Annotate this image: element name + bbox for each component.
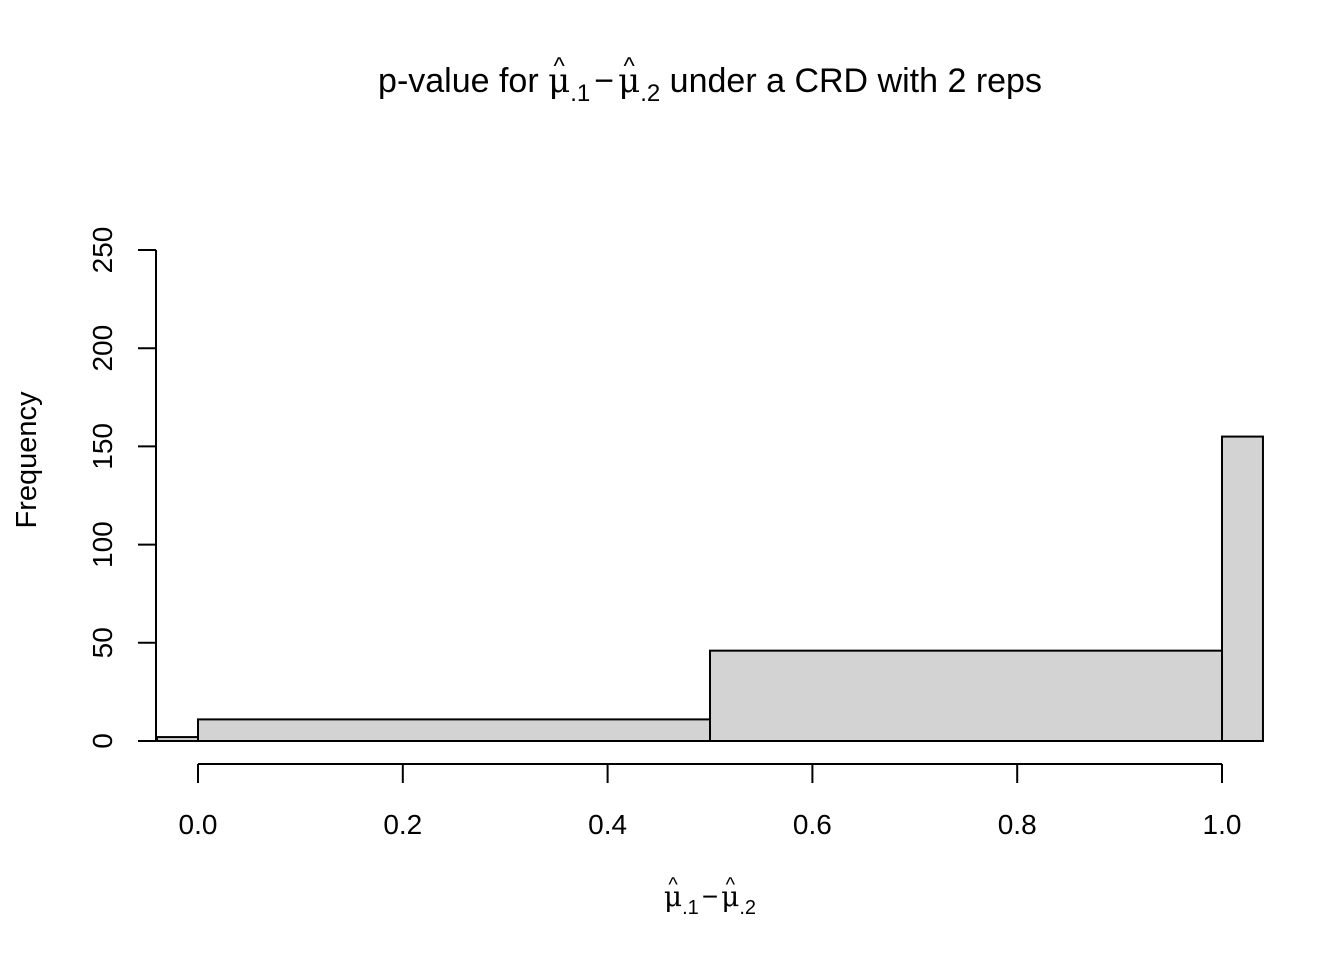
y-tick-label: 250: [87, 227, 118, 274]
y-axis-label: Frequency: [11, 391, 43, 529]
x-tick-label: 0.4: [588, 809, 627, 840]
x-tick-label: 1.0: [1203, 809, 1242, 840]
title-mu2-subscript: .2: [640, 80, 660, 107]
xlabel-hat-accents: ^ ^: [668, 874, 735, 896]
y-tick-label: 0: [87, 733, 118, 749]
x-axis: 0.0 0.2 0.4 0.6 0.8 1.0: [179, 763, 1242, 840]
title-hat-accents: ^ ^: [554, 53, 636, 80]
title-mu1-subscript: .1: [570, 80, 590, 107]
hat-accent: ^: [624, 53, 636, 80]
y-tick-label: 200: [87, 325, 118, 372]
x-tick-label: 0.2: [383, 809, 422, 840]
y-tick-label: 100: [87, 521, 118, 568]
title-mu1: μ: [548, 61, 570, 101]
histogram-bar: [1221, 435, 1264, 742]
hat-accent: ^: [554, 53, 566, 80]
xlabel-mu1-subscript: .1: [682, 897, 699, 919]
histogram-bars: [156, 435, 1264, 743]
title-mu2: μ: [618, 61, 640, 101]
x-tick-label: 0.8: [998, 809, 1037, 840]
title-suffix: under a CRD with 2 reps: [660, 62, 1042, 100]
y-tick-label: 150: [87, 423, 118, 470]
chart-title: p-value for μ.1− μ.2 under a CRD with 2 r…: [378, 61, 1042, 107]
y-tick-label: 50: [87, 627, 118, 658]
title-prefix: p-value for: [378, 62, 548, 100]
hat-accent: ^: [726, 874, 736, 896]
y-axis: 0 50 100 150 200 250: [87, 227, 157, 749]
title-minus: −: [594, 62, 614, 100]
histogram-bar: [709, 649, 1223, 743]
x-axis-label: μ.1− μ.2: [664, 880, 756, 919]
xlabel-minus: −: [702, 881, 718, 912]
xlabel-mu2-subscript: .2: [739, 897, 756, 919]
x-tick-label: 0.0: [179, 809, 218, 840]
histogram-bar: [197, 718, 711, 742]
hat-accent: ^: [668, 874, 678, 896]
xlabel-mu2: μ: [721, 880, 739, 913]
xlabel-mu1: μ: [664, 880, 682, 913]
x-tick-label: 0.6: [793, 809, 832, 840]
